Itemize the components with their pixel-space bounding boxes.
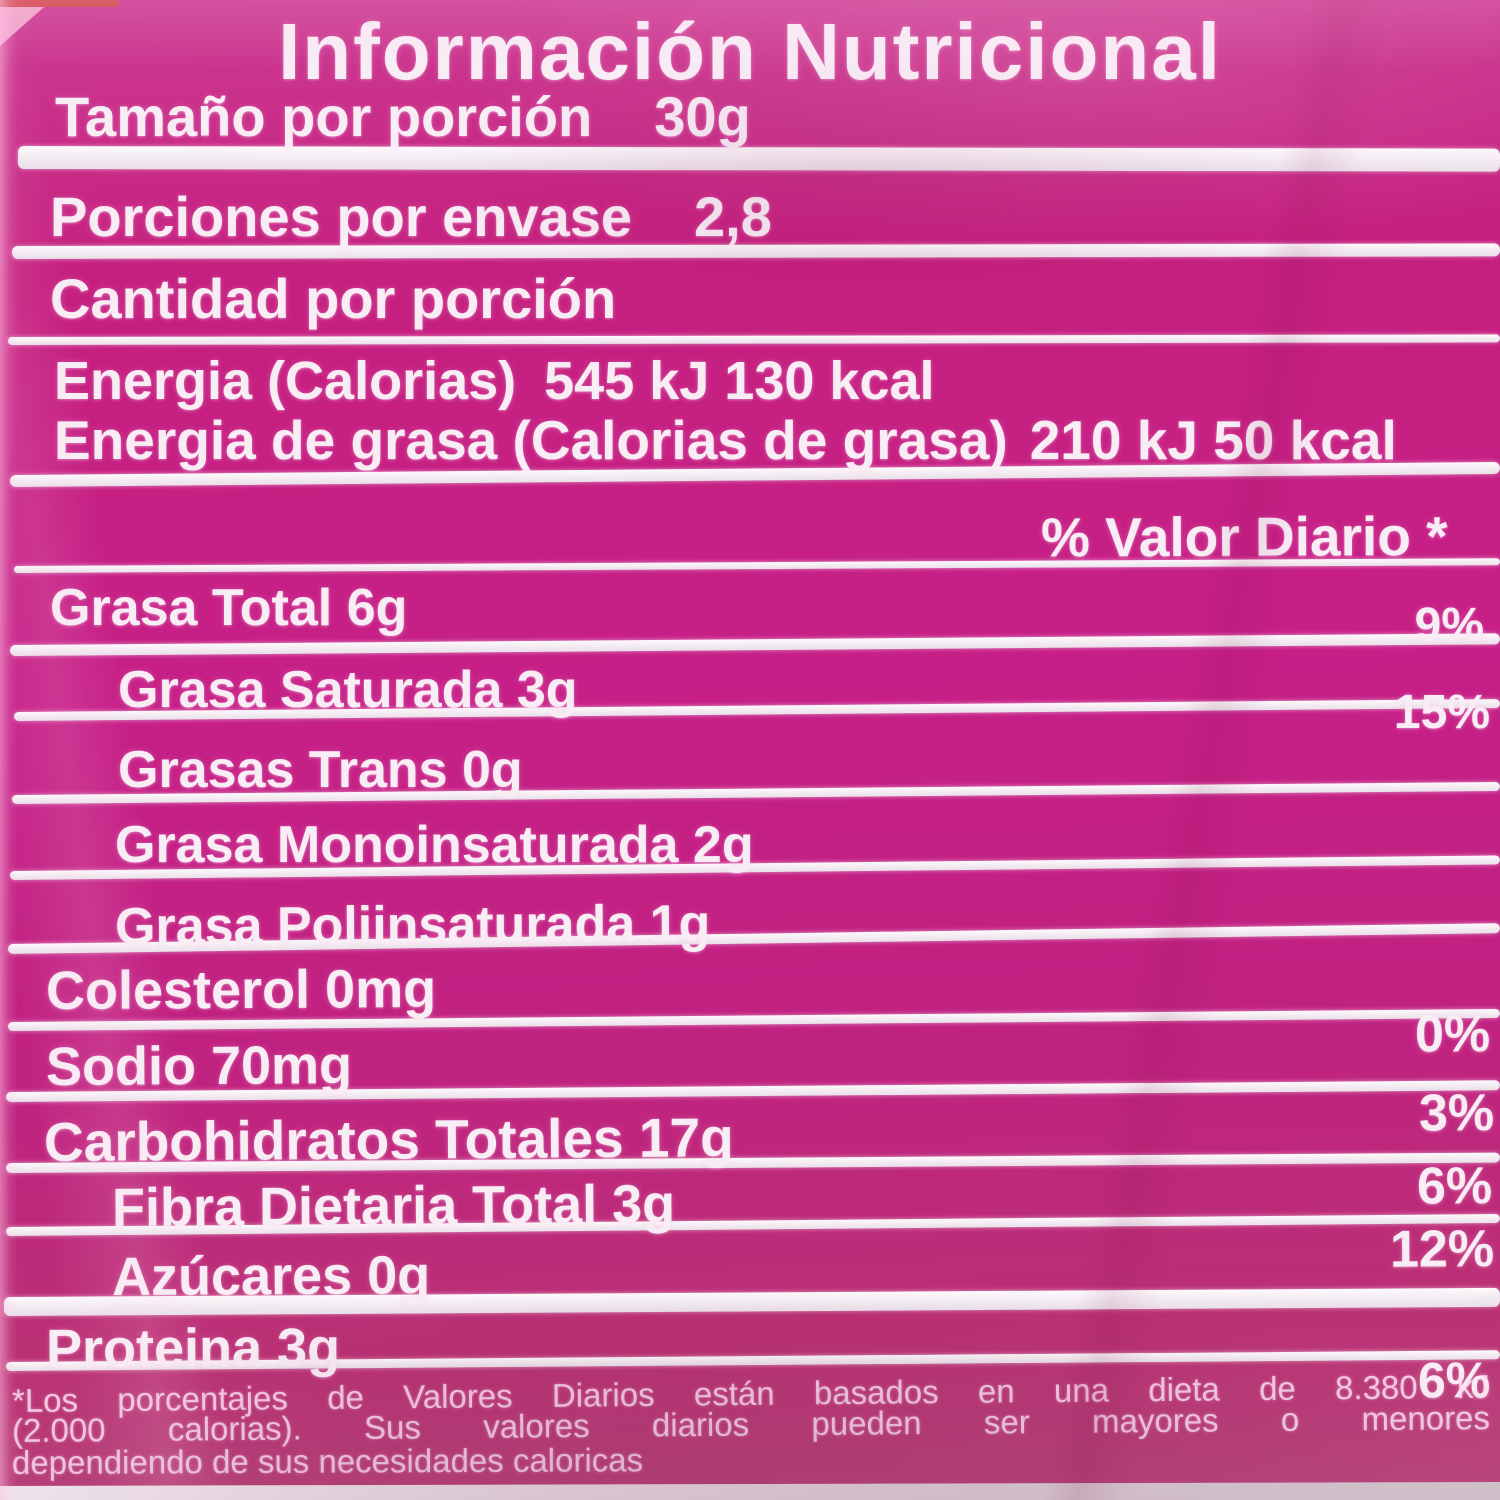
energy-from-fat-label: Energia de grasa (Calorias de grasa) (54, 409, 1008, 471)
energy-from-fat-value: 210 kJ 50 kcal (1029, 409, 1397, 471)
daily-value-grasa-total: 9% (1414, 599, 1484, 652)
daily-value-header: % Valor Diario * (1041, 505, 1449, 569)
nutrient-row-carbohidratos: Carbohidratos Totales 17g (43, 1106, 734, 1173)
energy-from-fat-row: Energia de grasa (Calorias de grasa) 210 … (54, 408, 1397, 472)
nutrient-row-grasa-total: Grasa Total 6g (50, 579, 408, 637)
serving-size-value: 30g (654, 85, 751, 148)
nutrient-row-grasa-monoinsaturada: Grasa Monoinsaturada 2g (115, 816, 754, 874)
daily-value-sodio: 3% (1418, 1084, 1495, 1143)
daily-value-fibra: 12% (1389, 1220, 1495, 1279)
energy-label: Energia (Calorias) (54, 351, 517, 411)
footnote-line-3: dependiendo de sus necesidades caloricas (11, 1441, 644, 1481)
serving-size-row: Tamaño por porción 30g (55, 84, 751, 149)
divider-thin (7, 334, 1500, 345)
energy-row: Energia (Calorias) 545 kJ 130 kcal (54, 350, 935, 412)
daily-value-colesterol: 0% (1414, 1005, 1491, 1064)
nutrient-row-azucares: Azúcares 0g (111, 1245, 431, 1307)
energy-value: 545 kJ 130 kcal (544, 351, 935, 411)
amount-per-serving-heading: Cantidad por porción (50, 267, 617, 330)
nutrient-row-grasas-trans: Grasas Trans 0g (118, 741, 523, 799)
daily-value-grasa-saturada: 15% (1393, 686, 1490, 739)
nutrient-row-colesterol: Colesterol 0mg (45, 958, 437, 1021)
nutrient-row-sodio: Sodio 70mg (45, 1035, 353, 1097)
serving-size-label: Tamaño por porción (55, 85, 593, 148)
servings-per-container-value: 2,8 (694, 185, 772, 248)
nutrient-row-fibra: Fibra Dietaria Total 3g (111, 1174, 676, 1238)
nutrient-row-grasa-poliinsaturada: Grasa Poliinsaturada 1g (114, 894, 711, 956)
package-bottom-edge (0, 1482, 1500, 1500)
package-seam (0, 0, 118, 7)
divider-thick (17, 146, 1500, 172)
servings-per-container-row: Porciones por envase 2,8 (50, 184, 772, 249)
nutrient-row-grasa-saturada: Grasa Saturada 3g (118, 661, 578, 719)
nutrient-row-proteina: Proteina 3g (45, 1317, 341, 1379)
servings-per-container-label: Porciones por envase (50, 185, 633, 248)
daily-value-carbohidratos: 6% (1416, 1157, 1493, 1216)
